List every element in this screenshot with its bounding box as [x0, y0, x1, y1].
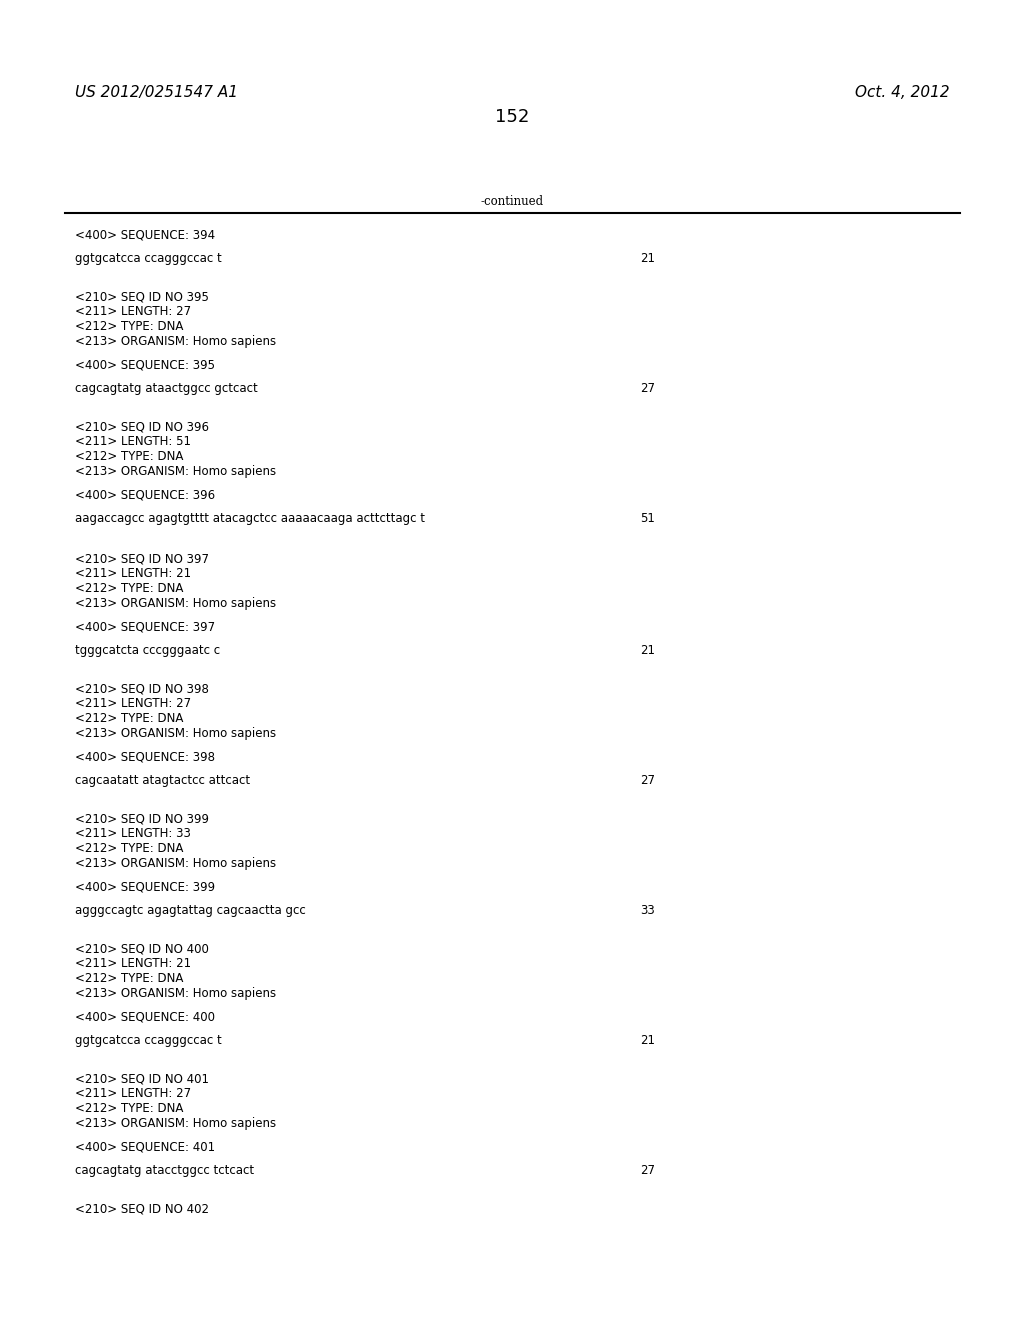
Text: <213> ORGANISM: Homo sapiens: <213> ORGANISM: Homo sapiens: [75, 727, 276, 741]
Text: 51: 51: [640, 512, 655, 525]
Text: <400> SEQUENCE: 398: <400> SEQUENCE: 398: [75, 750, 215, 763]
Text: 21: 21: [640, 1034, 655, 1047]
Text: aagaccagcc agagtgtttt atacagctcc aaaaacaaga acttcttagc t: aagaccagcc agagtgtttt atacagctcc aaaaaca…: [75, 512, 425, 525]
Text: <213> ORGANISM: Homo sapiens: <213> ORGANISM: Homo sapiens: [75, 857, 276, 870]
Text: <212> TYPE: DNA: <212> TYPE: DNA: [75, 582, 183, 595]
Text: cagcagtatg ataactggcc gctcact: cagcagtatg ataactggcc gctcact: [75, 381, 258, 395]
Text: <210> SEQ ID NO 399: <210> SEQ ID NO 399: [75, 812, 209, 825]
Text: 33: 33: [640, 904, 654, 917]
Text: <213> ORGANISM: Homo sapiens: <213> ORGANISM: Homo sapiens: [75, 1117, 276, 1130]
Text: <212> TYPE: DNA: <212> TYPE: DNA: [75, 450, 183, 463]
Text: <210> SEQ ID NO 402: <210> SEQ ID NO 402: [75, 1203, 209, 1214]
Text: <213> ORGANISM: Homo sapiens: <213> ORGANISM: Homo sapiens: [75, 597, 276, 610]
Text: <211> LENGTH: 21: <211> LENGTH: 21: [75, 568, 191, 579]
Text: 152: 152: [495, 108, 529, 125]
Text: tgggcatcta cccgggaatc c: tgggcatcta cccgggaatc c: [75, 644, 220, 657]
Text: 21: 21: [640, 252, 655, 265]
Text: US 2012/0251547 A1: US 2012/0251547 A1: [75, 84, 238, 100]
Text: ggtgcatcca ccagggccac t: ggtgcatcca ccagggccac t: [75, 252, 222, 265]
Text: <210> SEQ ID NO 397: <210> SEQ ID NO 397: [75, 552, 209, 565]
Text: 27: 27: [640, 381, 655, 395]
Text: <400> SEQUENCE: 394: <400> SEQUENCE: 394: [75, 228, 215, 242]
Text: <400> SEQUENCE: 397: <400> SEQUENCE: 397: [75, 620, 215, 634]
Text: agggccagtc agagtattag cagcaactta gcc: agggccagtc agagtattag cagcaactta gcc: [75, 904, 306, 917]
Text: <400> SEQUENCE: 400: <400> SEQUENCE: 400: [75, 1010, 215, 1023]
Text: <211> LENGTH: 27: <211> LENGTH: 27: [75, 697, 191, 710]
Text: ggtgcatcca ccagggccac t: ggtgcatcca ccagggccac t: [75, 1034, 222, 1047]
Text: <213> ORGANISM: Homo sapiens: <213> ORGANISM: Homo sapiens: [75, 987, 276, 1001]
Text: cagcaatatt atagtactcc attcact: cagcaatatt atagtactcc attcact: [75, 774, 250, 787]
Text: <400> SEQUENCE: 395: <400> SEQUENCE: 395: [75, 358, 215, 371]
Text: <210> SEQ ID NO 395: <210> SEQ ID NO 395: [75, 290, 209, 304]
Text: <210> SEQ ID NO 401: <210> SEQ ID NO 401: [75, 1072, 209, 1085]
Text: <211> LENGTH: 27: <211> LENGTH: 27: [75, 305, 191, 318]
Text: <400> SEQUENCE: 396: <400> SEQUENCE: 396: [75, 488, 215, 502]
Text: Oct. 4, 2012: Oct. 4, 2012: [855, 84, 950, 100]
Text: <210> SEQ ID NO 400: <210> SEQ ID NO 400: [75, 942, 209, 954]
Text: <400> SEQUENCE: 399: <400> SEQUENCE: 399: [75, 880, 215, 894]
Text: <211> LENGTH: 51: <211> LENGTH: 51: [75, 436, 191, 447]
Text: 21: 21: [640, 644, 655, 657]
Text: <213> ORGANISM: Homo sapiens: <213> ORGANISM: Homo sapiens: [75, 465, 276, 478]
Text: 27: 27: [640, 1164, 655, 1177]
Text: <212> TYPE: DNA: <212> TYPE: DNA: [75, 972, 183, 985]
Text: 27: 27: [640, 774, 655, 787]
Text: <211> LENGTH: 27: <211> LENGTH: 27: [75, 1086, 191, 1100]
Text: <400> SEQUENCE: 401: <400> SEQUENCE: 401: [75, 1140, 215, 1152]
Text: <212> TYPE: DNA: <212> TYPE: DNA: [75, 711, 183, 725]
Text: <213> ORGANISM: Homo sapiens: <213> ORGANISM: Homo sapiens: [75, 335, 276, 348]
Text: <211> LENGTH: 33: <211> LENGTH: 33: [75, 828, 190, 840]
Text: <212> TYPE: DNA: <212> TYPE: DNA: [75, 1102, 183, 1115]
Text: <212> TYPE: DNA: <212> TYPE: DNA: [75, 842, 183, 855]
Text: <212> TYPE: DNA: <212> TYPE: DNA: [75, 319, 183, 333]
Text: <210> SEQ ID NO 398: <210> SEQ ID NO 398: [75, 682, 209, 696]
Text: <211> LENGTH: 21: <211> LENGTH: 21: [75, 957, 191, 970]
Text: cagcagtatg atacctggcc tctcact: cagcagtatg atacctggcc tctcact: [75, 1164, 254, 1177]
Text: <210> SEQ ID NO 396: <210> SEQ ID NO 396: [75, 420, 209, 433]
Text: -continued: -continued: [480, 195, 544, 209]
